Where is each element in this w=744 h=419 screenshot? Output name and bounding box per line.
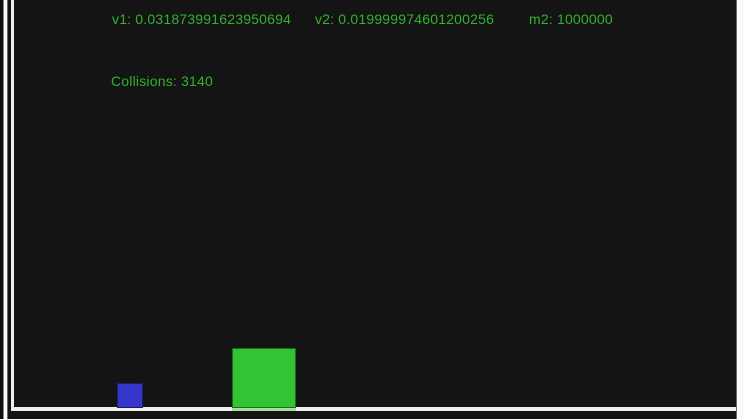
stat-m2-label: m2: [529,11,553,27]
simulation-canvas[interactable]: v1: 0.031873991623950694 v2: 0.01999997460… [7,0,737,419]
big-block-ground-overlap [232,408,296,411]
window-edge-strip [0,0,4,419]
stat-v1-value: 0.031873991623950694 [135,11,292,27]
big-block [232,348,296,408]
small-block [117,383,143,408]
stat-m2-value: 1000000 [556,11,613,27]
collision-counter: Collisions: 3140 [111,73,213,89]
collision-counter-value: 3140 [181,73,213,89]
left-wall [11,0,14,411]
stat-v1-label: v1: [112,11,132,27]
stat-v2-label: v2: [315,11,335,27]
stat-v2-value: 0.019999974601200256 [338,11,495,27]
stat-v1: v1: 0.031873991623950694 [112,11,291,27]
collision-counter-label: Collisions: [111,73,177,89]
stat-v2: v2: 0.019999974601200256 [315,11,494,27]
ground-line [11,407,736,411]
stat-m2: m2: 1000000 [529,11,613,27]
